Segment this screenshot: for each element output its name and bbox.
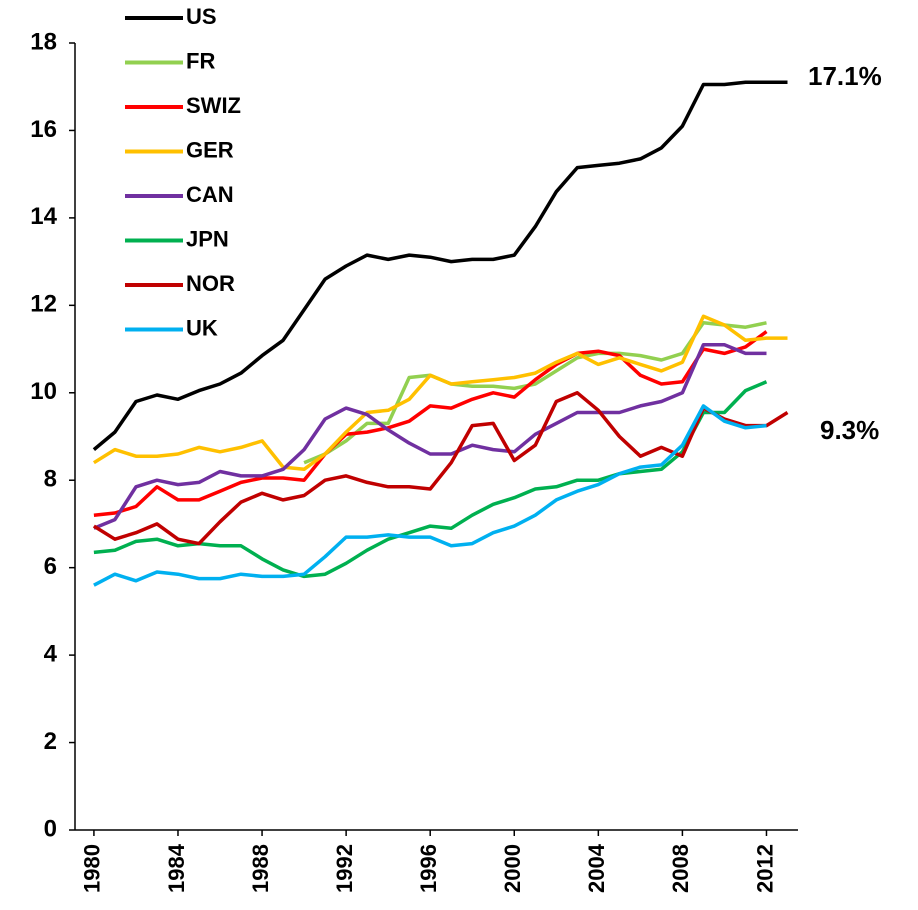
legend-label: FR <box>186 48 215 73</box>
x-tick-label: 1996 <box>416 844 441 893</box>
y-tick-label: 8 <box>44 466 57 493</box>
legend-label: CAN <box>186 182 234 207</box>
x-tick-label: 2004 <box>584 843 609 893</box>
x-tick-label: 2012 <box>752 844 777 893</box>
legend-label: GER <box>186 137 234 162</box>
y-tick-label: 4 <box>44 640 58 667</box>
x-tick-label: 2008 <box>668 844 693 893</box>
series-line <box>92 314 788 472</box>
x-tick-label: 2000 <box>500 844 525 893</box>
x-tick-label: 1984 <box>164 843 189 893</box>
legend-label: UK <box>186 315 218 340</box>
series-line <box>93 330 768 517</box>
x-tick-label: 1992 <box>332 844 357 893</box>
y-tick-label: 6 <box>44 553 57 580</box>
legend-label: NOR <box>186 271 235 296</box>
series-line <box>93 380 768 579</box>
series-line <box>92 391 789 546</box>
annotation: 17.1% <box>808 61 882 91</box>
legend-label: JPN <box>186 226 229 251</box>
y-tick-label: 16 <box>30 116 57 143</box>
legend-label: SWIZ <box>186 93 241 118</box>
x-tick-label: 1980 <box>80 844 105 893</box>
y-tick-label: 0 <box>44 815 57 842</box>
x-tick-label: 1988 <box>248 844 273 893</box>
y-tick-label: 14 <box>30 203 57 230</box>
y-tick-label: 2 <box>44 728 57 755</box>
annotation: 9.3% <box>820 415 879 445</box>
y-tick-label: 18 <box>30 28 57 55</box>
series-line <box>92 80 788 451</box>
legend-label: US <box>186 4 217 29</box>
series-line <box>93 342 767 530</box>
series-line <box>93 404 767 587</box>
y-tick-label: 12 <box>30 291 57 318</box>
y-tick-label: 10 <box>30 378 57 405</box>
